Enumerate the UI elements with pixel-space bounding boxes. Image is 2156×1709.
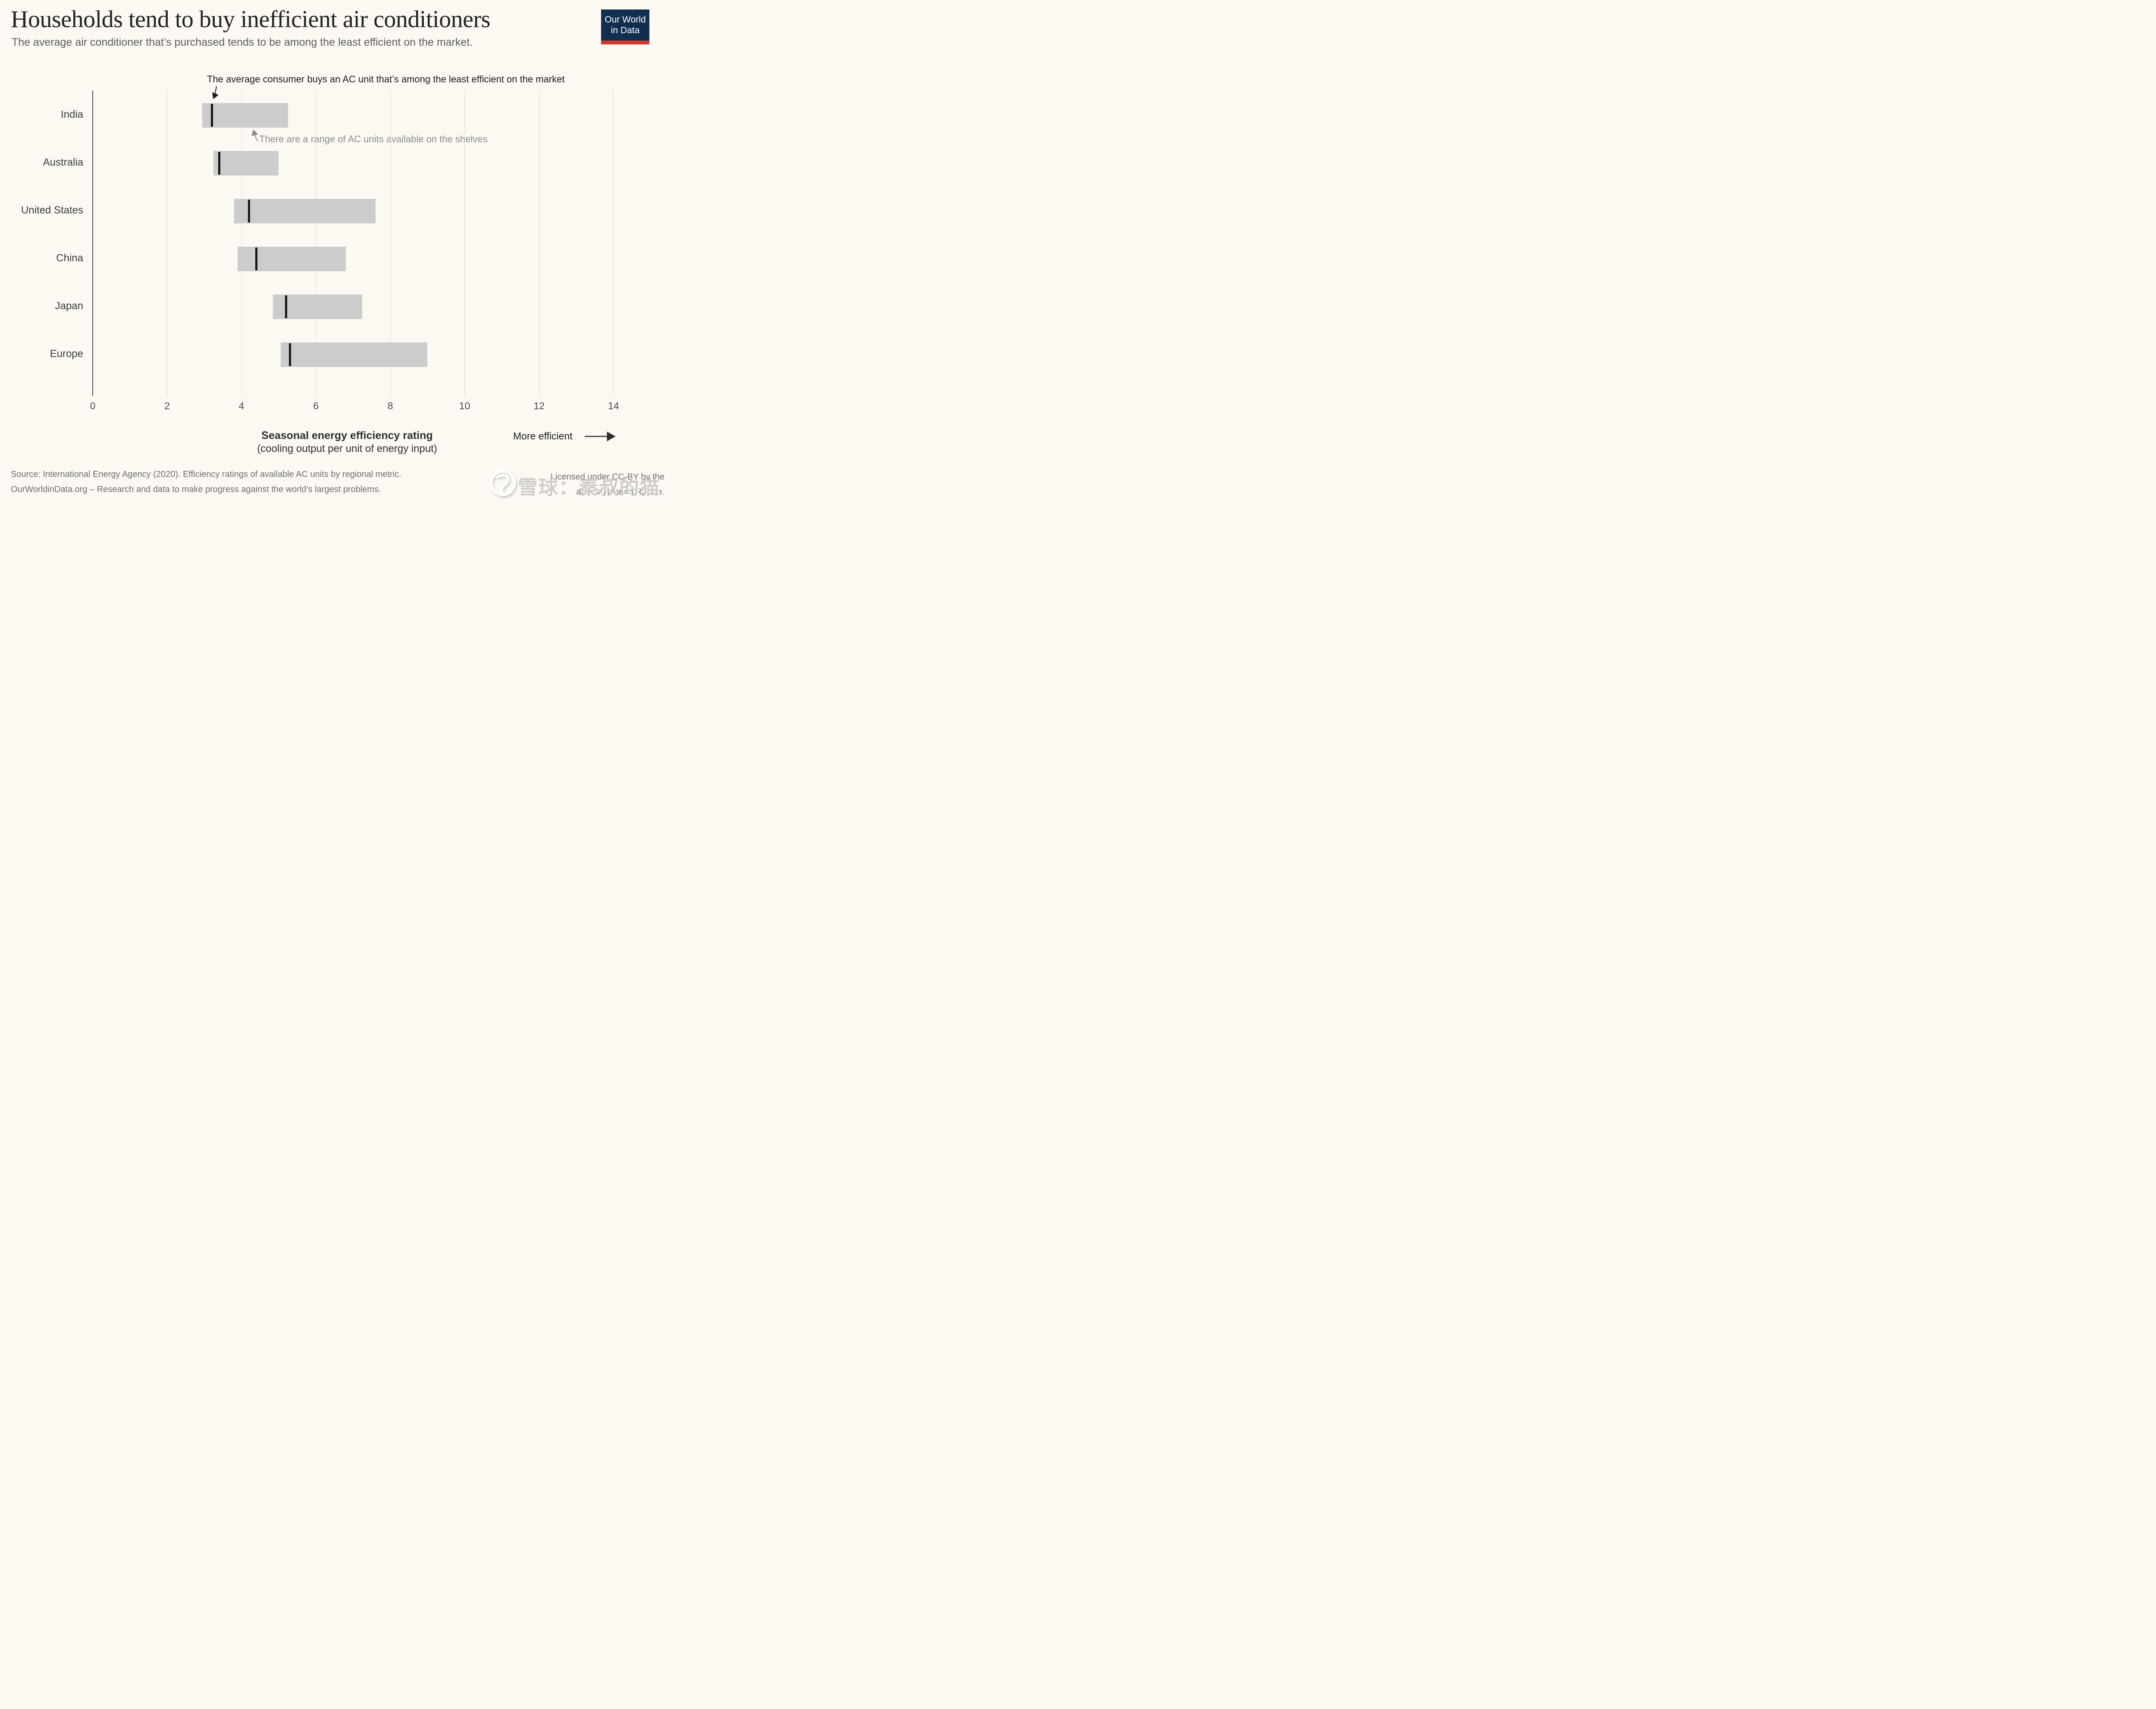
market-range-bar bbox=[234, 198, 376, 223]
x-tick-label: 12 bbox=[533, 400, 545, 411]
owid-logo-line2: in Data bbox=[611, 25, 640, 35]
market-range-bar bbox=[202, 103, 288, 128]
more-efficient-label: More efficient bbox=[513, 430, 573, 442]
x-tick-label: 6 bbox=[313, 400, 319, 411]
average-purchase-marker bbox=[255, 247, 258, 270]
average-purchase-marker bbox=[285, 295, 288, 318]
license-line1: Licensed under CC-BY by the bbox=[550, 472, 664, 482]
page-title: Households tend to buy inefficient air c… bbox=[11, 6, 490, 33]
x-tick-label: 14 bbox=[608, 400, 619, 411]
x-axis-title-line2: (cooling output per unit of energy input… bbox=[257, 443, 437, 455]
plot-area: 0 2 4 6 8 10 12 14 India Australia United States Ch… bbox=[0, 0, 676, 507]
country-label: Europe bbox=[50, 348, 83, 360]
market-range-bar bbox=[238, 246, 346, 271]
gridline bbox=[613, 91, 614, 396]
gridline bbox=[241, 91, 242, 396]
owid-tagline: OurWorldinData.org – Research and data t… bbox=[11, 485, 381, 494]
market-range-bar bbox=[280, 342, 428, 367]
chart-figure: Households tend to buy inefficient air c… bbox=[0, 0, 676, 507]
average-purchase-marker bbox=[248, 199, 250, 223]
average-consumer-annotation: The average consumer buys an AC unit tha… bbox=[207, 74, 565, 85]
x-axis-title: Seasonal energy efficiency rating (cooli… bbox=[188, 429, 507, 456]
country-label: Australia bbox=[43, 157, 83, 168]
x-tick-label: 8 bbox=[387, 400, 393, 411]
license-line2: author Hannah Ritchie. bbox=[576, 487, 664, 497]
x-tick-label: 2 bbox=[164, 400, 170, 411]
market-range-bar bbox=[213, 151, 279, 176]
country-label: United States bbox=[21, 204, 83, 216]
market-range-bar bbox=[273, 294, 363, 319]
gridline bbox=[464, 91, 465, 396]
average-purchase-marker bbox=[288, 343, 291, 366]
source-note: Source: International Energy Agency (202… bbox=[11, 470, 401, 479]
x-axis-title-line1: Seasonal energy efficiency rating bbox=[261, 430, 433, 442]
range-availability-annotation: There are a range of AC units available … bbox=[259, 134, 488, 144]
owid-logo: Our World in Data bbox=[601, 9, 649, 44]
country-label: Japan bbox=[55, 300, 83, 312]
owid-logo-line1: Our World bbox=[605, 14, 646, 25]
x-tick-label: 4 bbox=[238, 400, 244, 411]
chart-subtitle: The average air conditioner that’s purch… bbox=[12, 36, 473, 48]
country-label: India bbox=[60, 109, 83, 120]
x-tick-label: 0 bbox=[90, 400, 96, 411]
x-tick-label: 10 bbox=[459, 400, 470, 411]
country-label: China bbox=[56, 252, 83, 264]
gridline bbox=[390, 91, 391, 396]
license-note: Licensed under CC-BY by the author Hanna… bbox=[551, 470, 664, 500]
y-axis-line bbox=[92, 91, 93, 396]
average-purchase-marker bbox=[218, 151, 220, 175]
average-purchase-marker bbox=[210, 103, 213, 127]
